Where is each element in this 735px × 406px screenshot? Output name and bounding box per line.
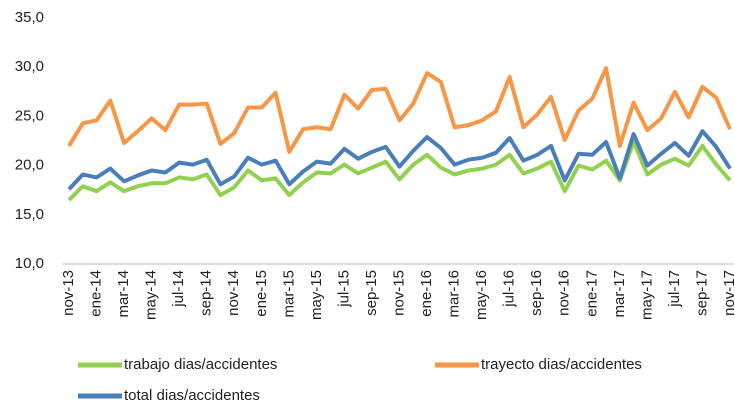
y-tick-label: 20,0 [15,157,44,174]
x-tick-label: ene-17 [583,270,600,317]
x-tick-label: nov-13 [60,270,77,316]
x-tick-label: jul-17 [666,270,683,308]
x-tick-label: mar-14 [115,270,132,318]
x-tick-label: sep-15 [363,270,380,316]
legend-label: trayecto dias/accidentes [481,356,642,373]
x-tick-label: nov-17 [721,270,735,316]
x-tick-label: ene-15 [253,270,270,317]
legend-label: trabajo dias/accidentes [124,356,277,373]
x-tick-label: may-16 [473,270,490,320]
x-tick-label: jul-16 [501,270,518,308]
x-tick-label: ene-16 [418,270,435,317]
x-tick-label: mar-17 [611,270,628,318]
x-tick-label: may-15 [308,270,325,320]
legend-label: total dias/accidentes [124,387,260,404]
series-line [67,66,732,154]
series-line [67,129,732,191]
x-tick-label: sep-17 [693,270,710,316]
y-tick-label: 15,0 [15,206,44,223]
x-tick-label: jul-14 [170,270,187,308]
x-tick-label: mar-15 [280,270,297,318]
y-tick-label: 25,0 [15,107,44,124]
x-tick-label: mar-16 [446,270,463,318]
y-tick-label: 10,0 [15,255,44,272]
x-tick-label: may-14 [143,270,160,320]
x-tick-label: sep-16 [528,270,545,316]
x-tick-label: ene-14 [88,270,105,317]
x-tick-label: sep-14 [198,270,215,316]
x-tick-label: nov-16 [556,270,573,316]
y-tick-label: 30,0 [15,58,44,75]
x-tick-label: nov-14 [225,270,242,316]
x-tick-label: may-17 [638,270,655,320]
x-tick-label: nov-15 [390,270,407,316]
x-tick-label: jul-15 [335,270,352,308]
y-tick-label: 35,0 [15,9,44,26]
